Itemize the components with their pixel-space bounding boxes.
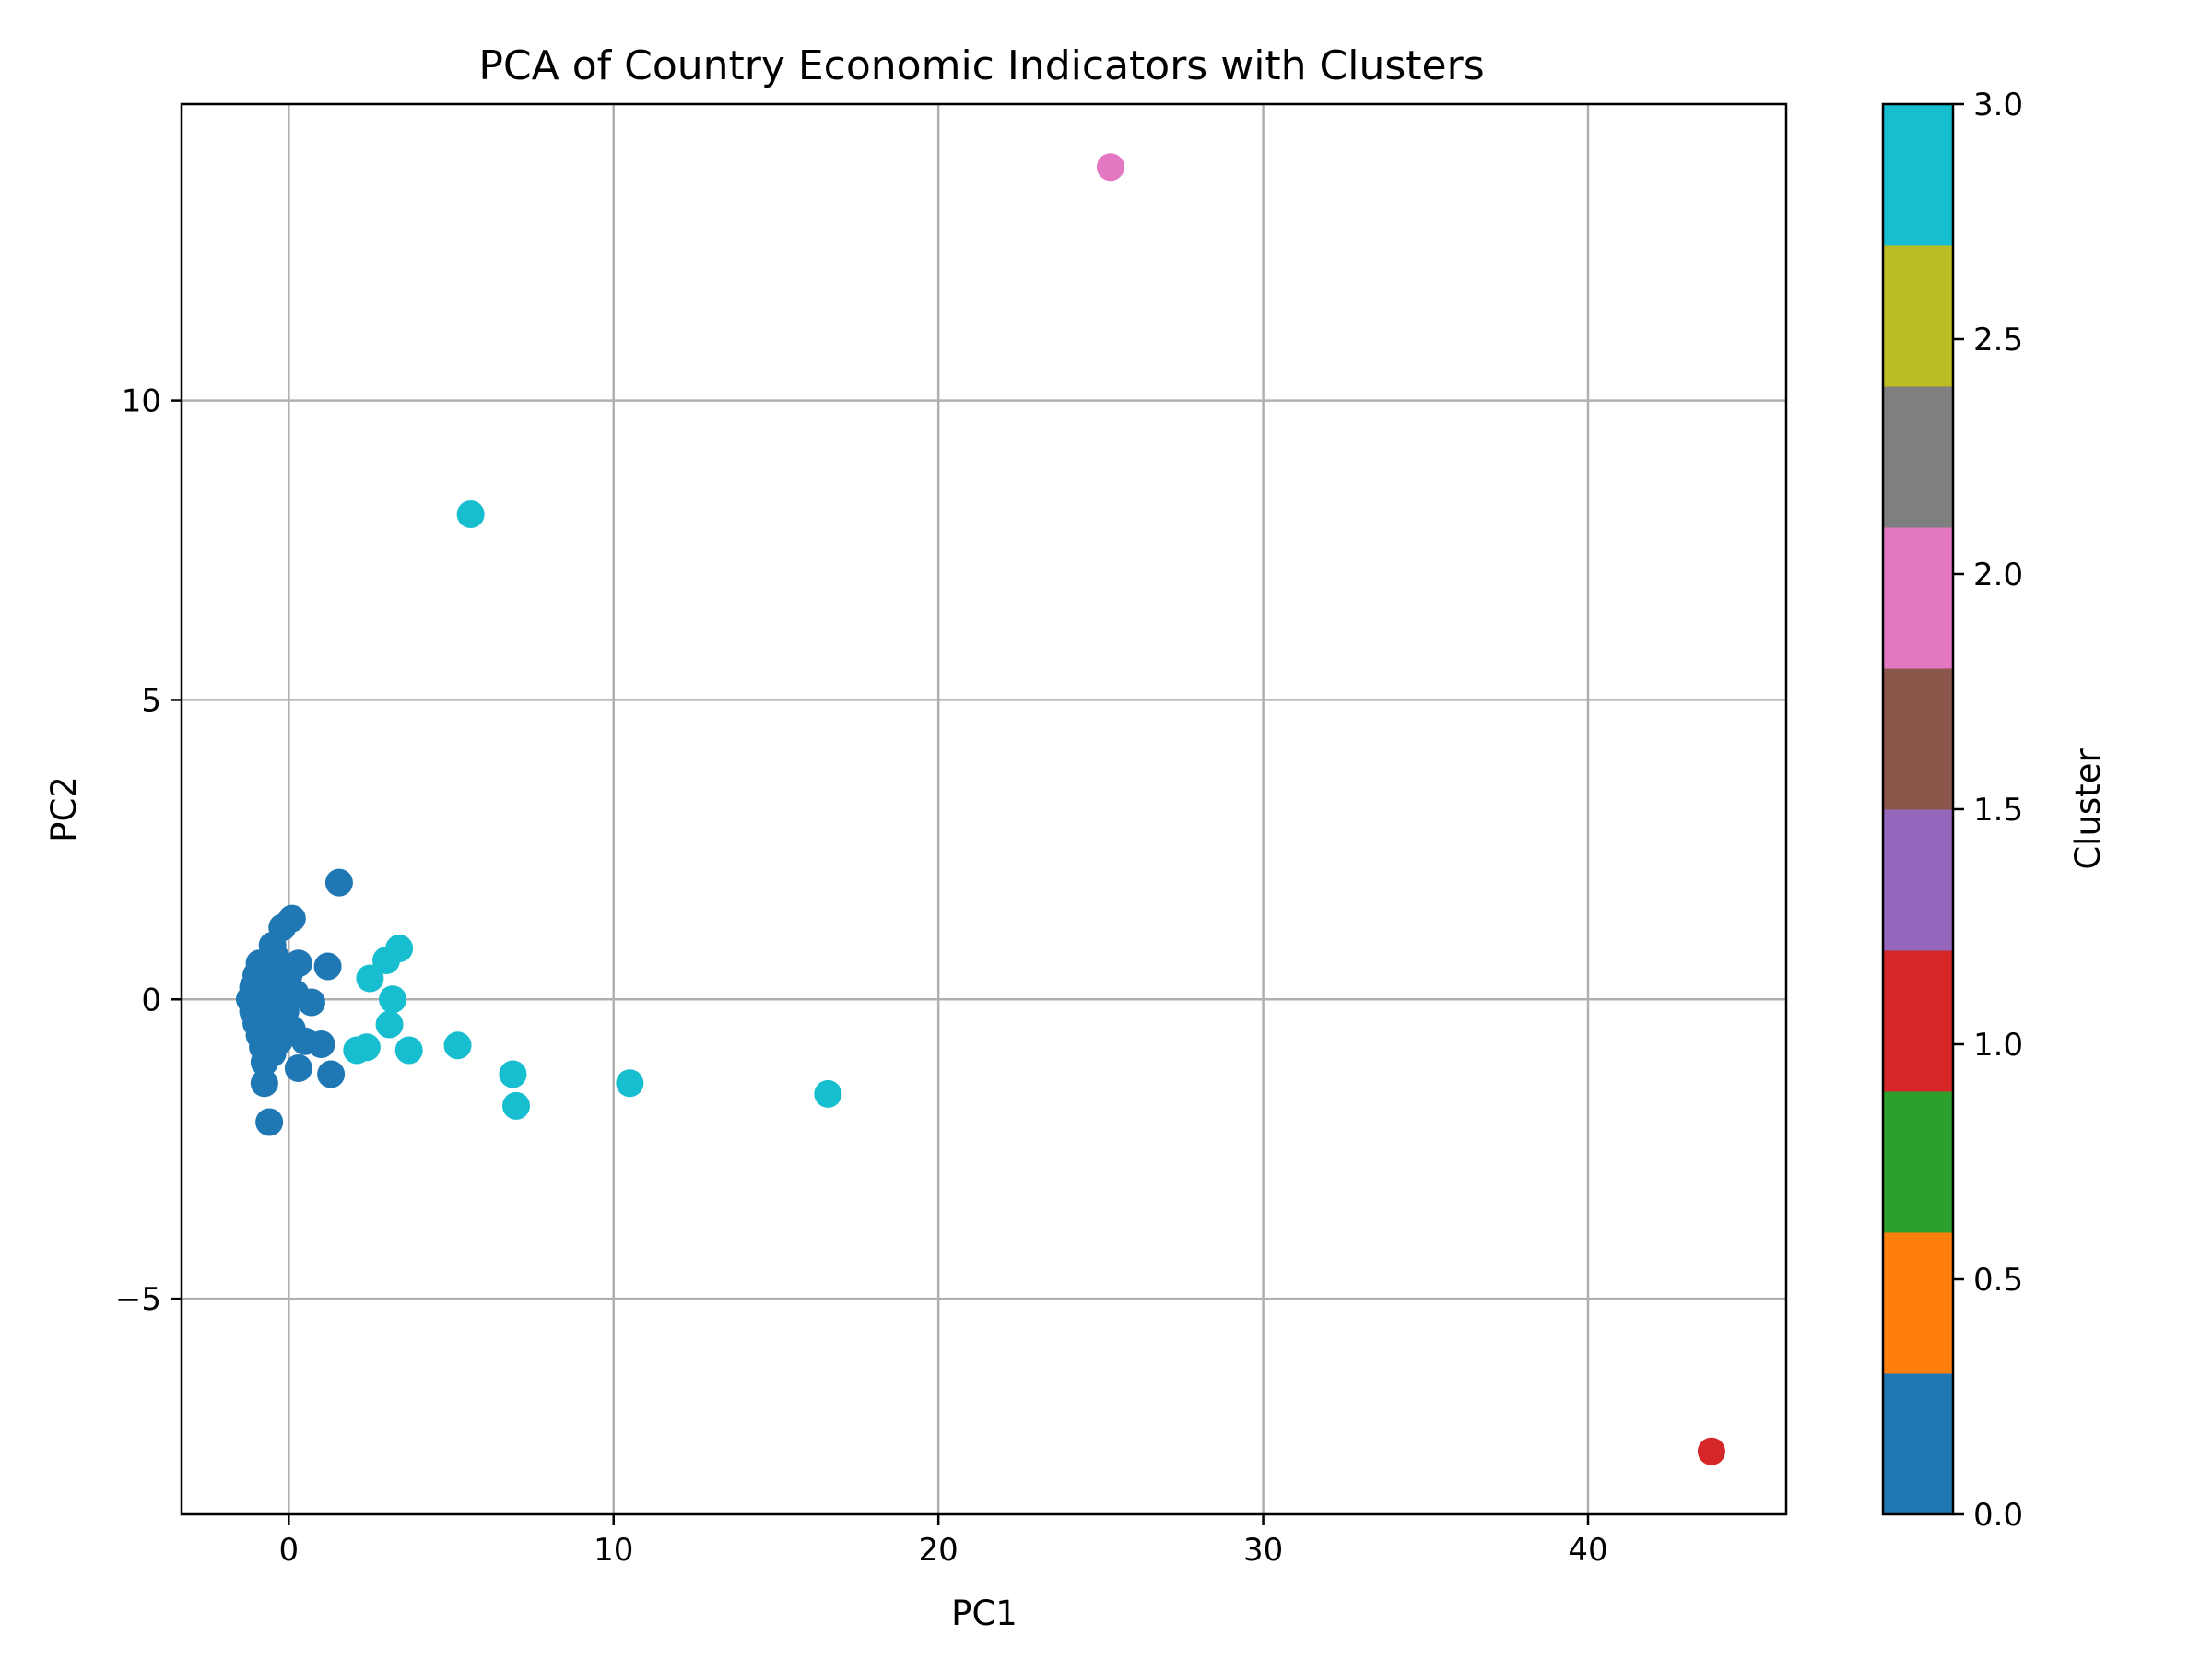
data-point-cluster-3 (352, 1033, 381, 1062)
y-axis-label: PC2 (44, 776, 84, 842)
y-tick-label: 0 (141, 982, 161, 1018)
colorbar-segment (1883, 104, 1953, 246)
data-point-cluster-0 (250, 1048, 278, 1077)
data-point-cluster-3 (502, 1091, 531, 1120)
x-axis-label: PC1 (951, 1594, 1018, 1633)
data-point-cluster-3 (443, 1031, 472, 1060)
colorbar-tick-label: 1.0 (1973, 1027, 2023, 1064)
colorbar-segment (1883, 245, 1953, 387)
colorbar-tick-label: 2.5 (1973, 322, 2023, 359)
y-tick-label: 5 (141, 682, 161, 719)
data-point-cluster-0 (281, 979, 310, 1007)
data-point-cluster-3 (499, 1060, 527, 1088)
data-point-cluster-3 (356, 964, 384, 993)
y-tick-label: −5 (115, 1281, 161, 1318)
data-point-cluster-0 (317, 1060, 346, 1088)
data-point-cluster-3 (379, 985, 407, 1014)
x-tick-label: 30 (1243, 1532, 1283, 1569)
grid-lines (182, 104, 1786, 1514)
colorbar-segment (1883, 386, 1953, 528)
colorbar-segment (1883, 950, 1953, 1092)
axis-ticks: 0 10 20 30 40 −5 0 5 10 (115, 383, 1608, 1569)
data-point-cluster-3 (385, 935, 414, 963)
plot-frame (180, 102, 1788, 1516)
data-point-cluster-3 (394, 1036, 423, 1065)
colorbar-tick-label: 0.5 (1973, 1262, 2023, 1299)
colorbar-segment (1883, 668, 1953, 810)
data-point-cluster-3 (814, 1079, 842, 1108)
colorbar-segment (1883, 1373, 1953, 1515)
y-tick-label: 10 (122, 383, 161, 420)
x-tick-label: 10 (594, 1532, 633, 1569)
data-point-cluster-0 (313, 952, 342, 981)
data-points (236, 153, 1725, 1465)
data-point-cluster-0 (284, 949, 312, 978)
data-point-cluster-3 (616, 1069, 644, 1098)
data-point-cluster-1 (1697, 1437, 1725, 1465)
colorbar-label: Cluster (2068, 748, 2108, 870)
data-point-cluster-3 (456, 500, 485, 529)
colorbar-tick-label: 0.0 (1973, 1497, 2023, 1534)
colorbar-segment (1883, 809, 1953, 951)
colorbar-tick-label: 3.0 (1973, 87, 2023, 124)
data-point-cluster-0 (277, 904, 306, 933)
data-point-cluster-3 (375, 1010, 404, 1039)
colorbar-tick-label: 2.0 (1973, 557, 2023, 594)
data-point-cluster-0 (255, 1108, 284, 1136)
data-point-cluster-0 (324, 868, 353, 897)
colorbar-segment (1883, 1232, 1953, 1374)
data-point-cluster-0 (250, 1069, 278, 1098)
colorbar-segment (1883, 1091, 1953, 1233)
data-point-cluster-0 (284, 1053, 312, 1082)
data-point-cluster-0 (307, 1030, 335, 1058)
data-point-cluster-0 (258, 971, 287, 999)
colorbar: 0.0 0.5 1.0 1.5 2.0 2.5 3.0 (1881, 87, 2023, 1534)
x-tick-label: 0 (278, 1532, 299, 1569)
colorbar-segment (1883, 527, 1953, 669)
chart-title: PCA of Country Economic Indicators with … (478, 42, 1484, 89)
x-tick-label: 20 (919, 1532, 959, 1569)
x-tick-label: 40 (1568, 1532, 1607, 1569)
colorbar-tick-label: 1.5 (1973, 792, 2023, 829)
data-point-cluster-2 (1096, 153, 1124, 182)
